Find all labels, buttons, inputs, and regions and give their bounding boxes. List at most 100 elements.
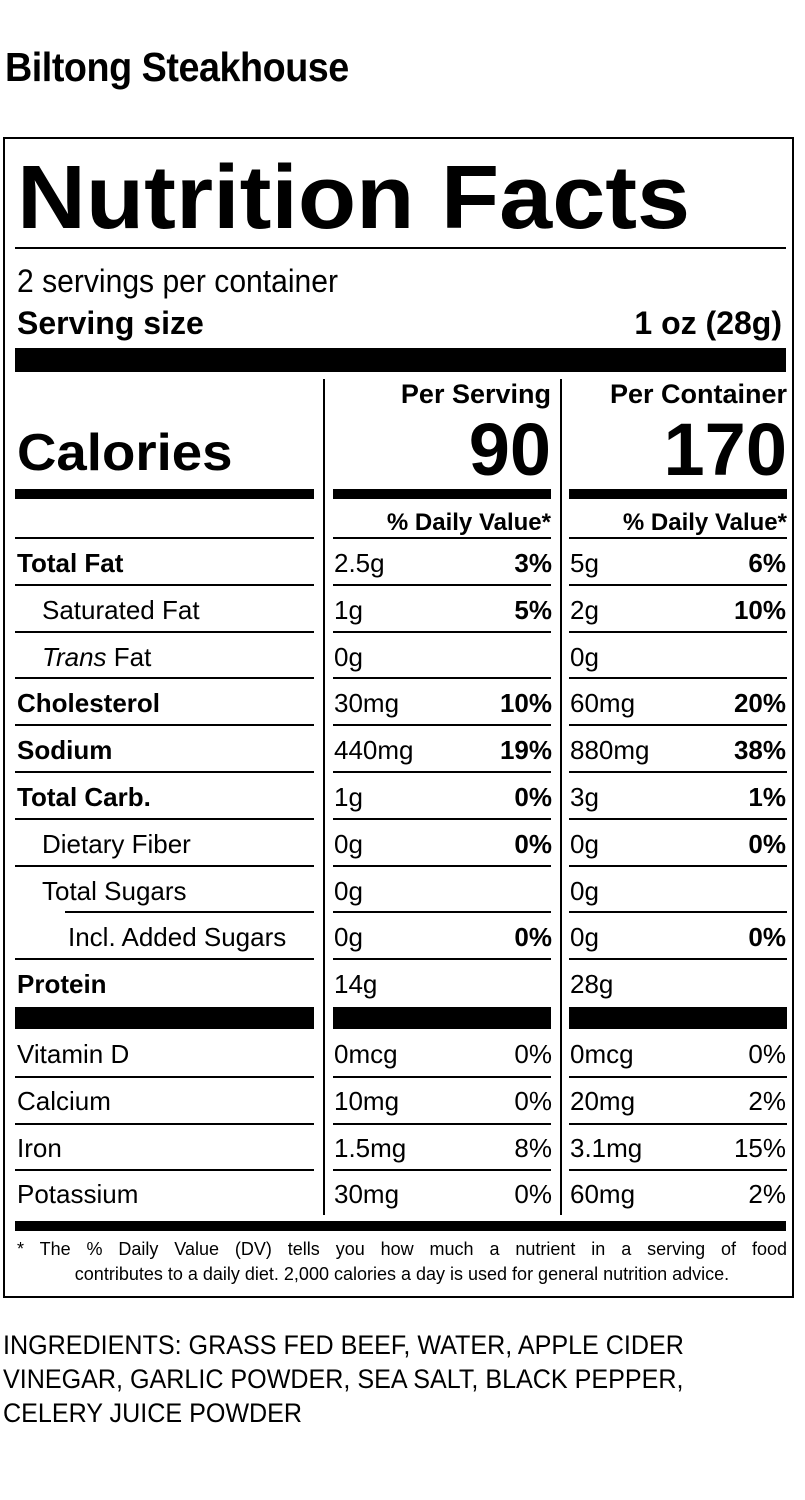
nutrient-name-rest: Fat <box>106 641 152 672</box>
vitamin-name: Calcium <box>17 1085 111 1116</box>
nutrient-name-text: Total Sugars <box>42 875 187 906</box>
nutrient-name-text: Sodium <box>17 735 113 766</box>
row-divider <box>15 724 314 727</box>
row-divider <box>333 864 551 867</box>
servings-per-container: 2 servings per container <box>17 263 339 299</box>
per-container-dv: 0% <box>748 922 786 953</box>
row-divider <box>569 677 787 680</box>
per-serving-dv: 0% <box>514 1085 552 1116</box>
row-divider <box>15 1169 314 1172</box>
per-container-dv: 1% <box>748 782 786 812</box>
per-serving-amount: 14g <box>334 969 378 1000</box>
row-divider <box>333 724 551 727</box>
row-divider <box>569 1122 787 1125</box>
thick-divider <box>15 348 786 372</box>
calories-label: Calories <box>17 424 233 482</box>
ingredients-list: INGREDIENTS: GRASS FED BEEF, WATER, APPL… <box>3 1330 684 1428</box>
per-container-amount: 20mg <box>570 1085 636 1116</box>
footnote-line-1: * The % Daily Value (DV) tells you how m… <box>17 1239 787 1259</box>
daily-value-header: % Daily Value* <box>386 509 551 536</box>
nutrient-name: Saturated Fat <box>42 586 200 632</box>
per-serving-dv: 8% <box>514 1132 552 1163</box>
row-divider <box>333 958 551 961</box>
per-container-amount: 28g <box>570 969 614 1000</box>
footnote-line-2: contributes to a daily diet. 2,000 calor… <box>74 1264 730 1284</box>
nutrient-name-text: Cholesterol <box>17 688 161 719</box>
nutrient-name-text: Total Carb. <box>17 782 151 812</box>
row-divider <box>333 583 551 586</box>
nutrient-name-text: Dietary Fiber <box>42 828 191 859</box>
nutrient-row: Trans Fat 0g 0g <box>5 633 796 679</box>
row-divider <box>15 630 314 633</box>
nutrient-name-text: Incl. Added Sugars <box>68 922 287 953</box>
thick-divider <box>333 1007 551 1029</box>
per-serving-amount: 2.5g <box>334 548 385 578</box>
vitamin-row: Potassium 30mg 0% 60mg 2% <box>5 1170 796 1216</box>
nutrition-facts-title: Nutrition Facts <box>17 148 691 248</box>
nutrient-name: Total Carb. <box>17 773 151 819</box>
thick-divider <box>15 1221 786 1231</box>
per-serving-dv: 19% <box>499 735 552 766</box>
nutrient-name-italic: Trans <box>42 641 107 672</box>
per-container-dv: 10% <box>733 594 786 625</box>
per-serving-amount: 1g <box>334 594 363 625</box>
daily-value-footnote: * The % Daily Value (DV) tells you how m… <box>17 1237 787 1287</box>
row-divider <box>333 771 551 773</box>
per-serving-dv: 0% <box>514 828 552 859</box>
row-divider <box>15 771 314 773</box>
nutrient-row: Cholesterol 30mg 10% 60mg 20% <box>5 679 796 725</box>
row-divider <box>569 1169 787 1172</box>
row-divider <box>15 677 314 680</box>
per-serving-dv: 5% <box>514 594 552 625</box>
vitamin-row: Calcium 10mg 0% 20mg 2% <box>5 1077 796 1123</box>
row-divider <box>569 724 787 727</box>
per-serving-amount: 1.5mg <box>334 1132 407 1163</box>
per-container-dv: 2% <box>748 1179 786 1210</box>
per-serving-amount: 10mg <box>334 1085 400 1116</box>
row-divider <box>15 817 314 820</box>
nutrient-row: Total Sugars 0g 0g <box>5 867 796 913</box>
nutrient-name-text: Protein <box>17 969 107 1000</box>
vitamin-row: Iron 1.5mg 8% 3.1mg 15% <box>5 1124 796 1170</box>
brand-name: Biltong Steakhouse <box>5 44 349 90</box>
nutrient-row: Incl. Added Sugars 0g 0% 0g 0% <box>5 913 796 959</box>
row-divider <box>15 537 314 539</box>
nutrient-name: Sodium <box>17 726 112 772</box>
column-divider <box>323 379 325 1215</box>
thick-divider <box>15 489 314 499</box>
per-container-dv: 15% <box>733 1132 786 1163</box>
thick-divider <box>569 1007 787 1029</box>
row-divider <box>333 911 551 914</box>
per-serving-dv: 10% <box>499 688 552 719</box>
nutrient-row: Total Carb. 1g 0% 3g 1% <box>5 773 796 819</box>
per-serving-amount: 0g <box>334 828 363 859</box>
vitamin-name: Vitamin D <box>17 1039 130 1069</box>
per-container-dv: 0% <box>748 1039 786 1069</box>
per-serving-amount: 30mg <box>334 1179 400 1210</box>
per-container-amount: 3g <box>570 782 599 812</box>
per-serving-dv: 0% <box>514 782 552 812</box>
nutrient-name: Trans Fat <box>42 633 151 679</box>
row-divider <box>15 864 314 867</box>
per-container-amount: 0g <box>570 641 599 672</box>
nutrient-name: Dietary Fiber <box>42 820 191 866</box>
row-divider <box>333 630 551 633</box>
nutrient-name: Total Sugars <box>42 867 187 913</box>
nutrient-name: Total Fat <box>17 539 123 585</box>
nutrient-row: Protein 14g 28g <box>5 960 796 1006</box>
serving-size-label: Serving size <box>17 305 204 341</box>
row-divider <box>569 817 787 820</box>
divider <box>15 247 786 249</box>
per-container-amount: 60mg <box>570 688 636 719</box>
per-serving-dv: 0% <box>514 1179 552 1210</box>
row-divider <box>569 864 787 867</box>
calories-per-container: 170 <box>663 408 787 491</box>
nutrient-row: Total Fat 2.5g 3% 5g 6% <box>5 539 796 585</box>
thick-divider <box>333 489 551 499</box>
vitamin-name: Potassium <box>17 1179 139 1210</box>
per-serving-amount: 0g <box>334 875 363 906</box>
row-divider <box>569 958 787 961</box>
row-divider <box>15 583 314 586</box>
per-serving-amount: 0g <box>334 922 363 953</box>
nutrient-row: Sodium 440mg 19% 880mg 38% <box>5 726 796 772</box>
